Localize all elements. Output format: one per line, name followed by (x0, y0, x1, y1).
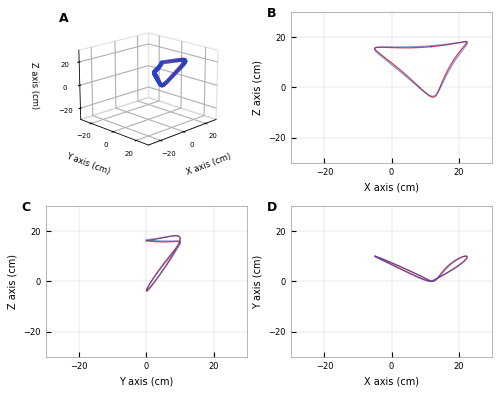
Text: A: A (59, 12, 69, 25)
X-axis label: X axis (cm): X axis (cm) (364, 376, 419, 386)
X-axis label: X axis (cm): X axis (cm) (185, 152, 232, 177)
Y-axis label: Y axis (cm): Y axis (cm) (253, 254, 263, 309)
Text: B: B (266, 7, 276, 20)
Y-axis label: Z axis (cm): Z axis (cm) (253, 60, 263, 115)
Text: D: D (266, 201, 277, 214)
X-axis label: Y axis (cm): Y axis (cm) (120, 376, 174, 386)
X-axis label: X axis (cm): X axis (cm) (364, 182, 419, 192)
Text: C: C (22, 201, 30, 214)
Y-axis label: Z axis (cm): Z axis (cm) (8, 254, 18, 309)
Y-axis label: Y axis (cm): Y axis (cm) (65, 152, 112, 177)
